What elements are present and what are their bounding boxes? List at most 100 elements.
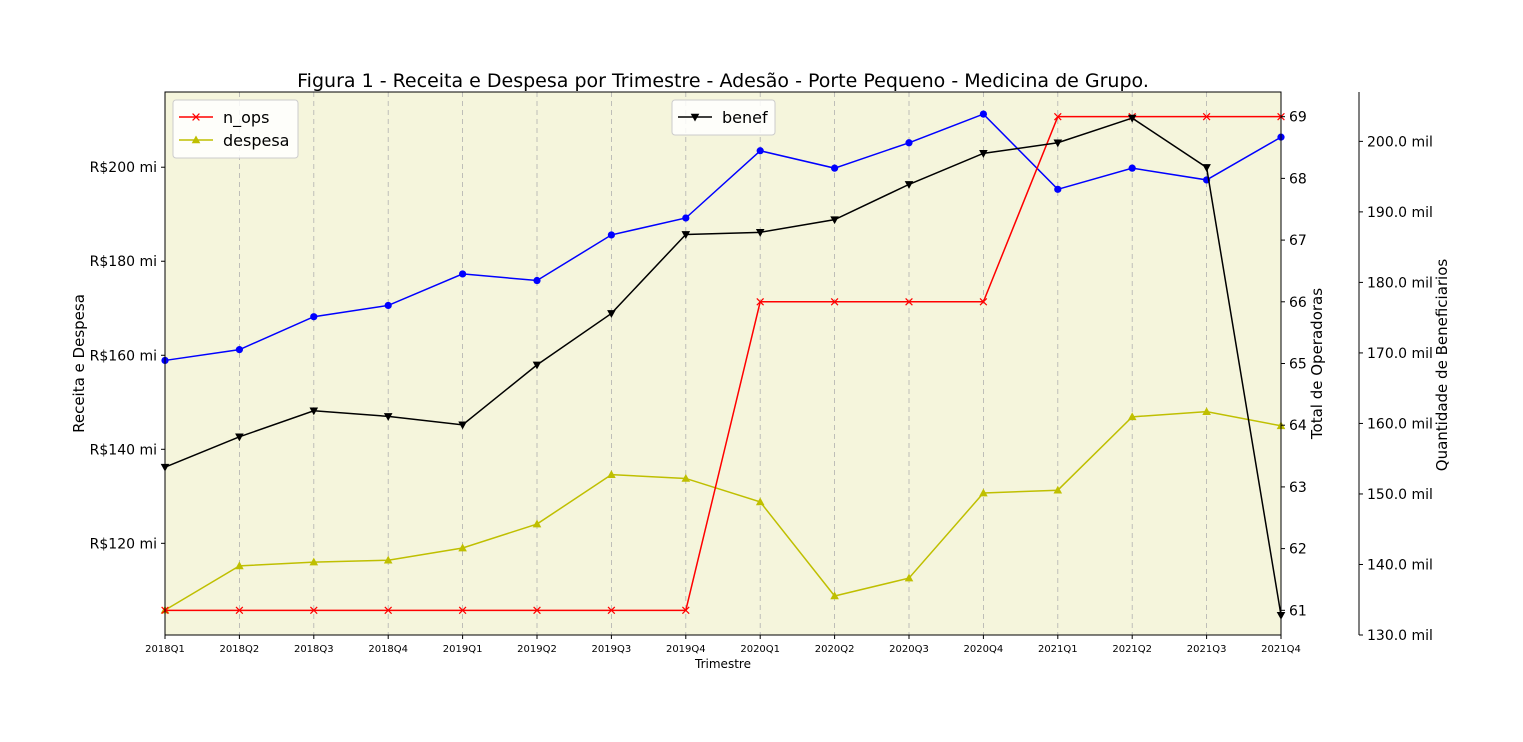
y-tick-label-left: R$120 mi xyxy=(90,536,157,552)
y-tick-label-left: R$180 mi xyxy=(90,254,157,270)
data-point xyxy=(1202,164,1211,172)
data-point xyxy=(1127,114,1137,123)
legend-label: benef xyxy=(722,108,768,127)
x-tick-label: 2019Q2 xyxy=(517,644,557,655)
data-point xyxy=(756,297,765,306)
data-point xyxy=(755,229,765,237)
data-point xyxy=(192,113,200,121)
y-axis-label-beneficiarios: Quantidade de Beneficiarios xyxy=(1433,259,1451,472)
data-point xyxy=(309,407,319,416)
x-tick-label: 2020Q1 xyxy=(740,644,780,655)
y-tick-label-operadoras: 66 xyxy=(1289,295,1307,311)
data-point xyxy=(905,297,913,306)
x-tick-label: 2019Q4 xyxy=(666,644,706,655)
data-point xyxy=(607,310,616,318)
data-point xyxy=(755,497,765,506)
x-tick-label: 2019Q1 xyxy=(443,644,483,655)
y-tick-label-operadoras: 62 xyxy=(1289,542,1307,558)
x-tick-label: 2018Q1 xyxy=(145,644,185,655)
x-axis-label: Trimestre xyxy=(694,657,751,671)
y-tick-label-operadoras: 69 xyxy=(1289,110,1307,126)
data-point xyxy=(1053,139,1063,148)
data-point xyxy=(830,216,839,225)
series-despesa xyxy=(160,407,1286,614)
data-point xyxy=(681,231,691,239)
chart-title: Figura 1 - Receita e Despesa por Trimest… xyxy=(297,70,1149,92)
x-tick-label: 2020Q3 xyxy=(889,644,929,655)
y-tick-label-operadoras: 63 xyxy=(1289,480,1307,496)
data-point xyxy=(458,606,467,615)
y-tick-label-beneficiarios: 150.0 mil xyxy=(1367,487,1433,503)
data-point xyxy=(532,361,542,370)
y-tick-label-beneficiarios: 130.0 mil xyxy=(1367,628,1433,644)
data-point xyxy=(533,276,541,285)
data-point xyxy=(235,561,244,570)
series-line xyxy=(164,410,1282,611)
data-point xyxy=(690,113,700,122)
data-point xyxy=(459,270,467,278)
data-point xyxy=(607,606,616,615)
data-point xyxy=(1053,485,1063,494)
x-tick-label: 2021Q1 xyxy=(1038,644,1078,655)
series-line xyxy=(164,113,1282,362)
x-tick-label: 2021Q3 xyxy=(1187,644,1227,655)
x-tick-label: 2019Q3 xyxy=(592,644,632,655)
data-point xyxy=(904,181,914,189)
legend-entry-despesa: despesa xyxy=(179,131,289,150)
legend-top-center: benef xyxy=(671,99,776,136)
y-tick-label-left: R$140 mi xyxy=(90,442,157,458)
x-grid xyxy=(164,92,1282,635)
y-tick-label-beneficiarios: 160.0 mil xyxy=(1367,416,1433,432)
x-tick-label: 2021Q2 xyxy=(1112,644,1152,655)
data-point xyxy=(607,231,616,239)
y-axis-label-left: Receita e Despesa xyxy=(70,294,88,433)
data-point xyxy=(979,110,988,118)
x-tick-label: 2018Q3 xyxy=(294,644,334,655)
data-point xyxy=(682,214,690,222)
data-point xyxy=(607,470,616,478)
data-point xyxy=(533,606,541,615)
data-point xyxy=(310,313,318,321)
data-point xyxy=(1202,407,1211,415)
data-point xyxy=(383,555,393,564)
data-point xyxy=(384,301,392,310)
y-tick-label-left: R$200 mi xyxy=(90,160,157,176)
legend-entry-benef: benef xyxy=(678,108,768,127)
y-tick-label-operadoras: 65 xyxy=(1289,357,1307,373)
data-point xyxy=(458,421,467,430)
y-tick-label-beneficiarios: 200.0 mil xyxy=(1367,134,1433,150)
plot-area xyxy=(165,92,1281,635)
data-point xyxy=(756,147,764,155)
y-axis-label-operadoras: Total de Operadoras xyxy=(1308,288,1326,440)
data-point xyxy=(1202,112,1211,121)
data-point xyxy=(1127,412,1137,421)
y-tick-label-beneficiarios: 180.0 mil xyxy=(1367,275,1433,291)
data-point xyxy=(235,346,243,354)
data-point xyxy=(1054,185,1062,193)
x-tick-label: 2020Q4 xyxy=(964,644,1004,655)
series-benef xyxy=(160,114,1286,620)
data-point xyxy=(458,543,467,552)
legend-box xyxy=(172,99,299,159)
legend-label: n_ops xyxy=(223,108,269,128)
legend-entry-n_ops: n_ops xyxy=(179,108,269,128)
y-tick-label-beneficiarios: 170.0 mil xyxy=(1367,346,1433,362)
series-line xyxy=(164,117,1282,616)
data-point xyxy=(384,606,393,615)
data-point xyxy=(191,135,201,144)
data-point xyxy=(681,606,690,615)
data-point xyxy=(309,606,318,615)
series-n_ops xyxy=(161,112,1285,615)
data-point xyxy=(830,297,839,306)
series-line xyxy=(165,115,1281,612)
data-point xyxy=(904,573,914,582)
y-tick-label-operadoras: 68 xyxy=(1289,171,1307,187)
x-tick-label: 2018Q2 xyxy=(220,644,260,655)
legend-box xyxy=(671,99,776,136)
data-point xyxy=(235,433,244,442)
data-point xyxy=(831,164,839,172)
y-tick-label-beneficiarios: 140.0 mil xyxy=(1367,557,1433,573)
